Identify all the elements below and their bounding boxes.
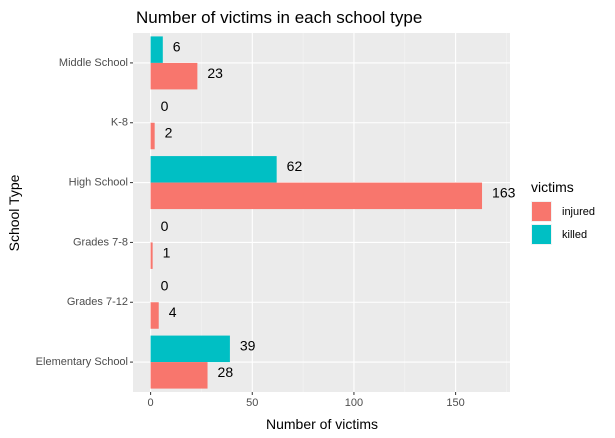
x-tick-label-100: 100 xyxy=(345,397,363,409)
bar-injured-grades-7-12 xyxy=(150,302,159,329)
y-axis-title: School Type xyxy=(6,174,22,251)
x-tick-label-150: 150 xyxy=(446,397,464,409)
bar-injured-elementary-school xyxy=(150,362,208,389)
bar-injured-grades-7-8 xyxy=(150,242,153,269)
data-label-killed-grades-7-8: 0 xyxy=(161,218,169,234)
data-label-killed-high-school: 62 xyxy=(287,158,303,174)
data-label-injured-grades-7-8: 1 xyxy=(163,244,171,260)
bar-killed-middle-school xyxy=(150,36,163,63)
x-tick-label-50: 50 xyxy=(246,397,258,409)
x-tick-label-0: 0 xyxy=(148,397,154,409)
data-label-injured-high-school: 163 xyxy=(492,185,516,201)
bar-injured-middle-school xyxy=(150,62,198,90)
bar-injured-k-8 xyxy=(150,122,155,150)
data-label-injured-grades-7-12: 4 xyxy=(169,304,177,320)
y-tick-label-elementary-school: Elementary School xyxy=(36,356,128,368)
data-label-injured-k-8: 2 xyxy=(165,125,173,141)
bar-killed-elementary-school xyxy=(150,335,230,363)
bar-killed-high-school xyxy=(150,156,277,183)
legend: victims injured killed xyxy=(531,179,595,245)
bar-injured-high-school xyxy=(150,182,483,210)
legend-title: victims xyxy=(531,179,574,195)
data-label-injured-elementary-school: 28 xyxy=(218,364,234,380)
data-label-killed-k-8: 0 xyxy=(161,98,169,114)
data-label-killed-grades-7-12: 0 xyxy=(161,278,169,294)
x-axis-title: Number of victims xyxy=(266,416,378,432)
data-label-killed-elementary-school: 39 xyxy=(240,338,256,354)
bars-group xyxy=(150,36,483,389)
y-tick-label-middle-school: Middle School xyxy=(59,57,128,69)
legend-swatch-killed xyxy=(532,225,551,244)
chart-title: Number of victims in each school type xyxy=(136,8,422,27)
legend-swatch-injured xyxy=(532,202,551,221)
legend-label-injured: injured xyxy=(562,206,595,218)
y-tick-label-grades-7-8: Grades 7-8 xyxy=(73,236,128,248)
data-label-injured-middle-school: 23 xyxy=(207,65,223,81)
y-axis: Middle School K-8 High School Grades 7-8 Gra… xyxy=(36,57,133,368)
x-axis: 0 50 100 150 xyxy=(148,392,465,409)
data-label-killed-middle-school: 6 xyxy=(173,38,181,54)
y-tick-label-grades-7-12: Grades 7-12 xyxy=(67,296,128,308)
y-tick-label-k-8: K-8 xyxy=(111,117,128,129)
plot-panel xyxy=(133,33,510,392)
y-tick-label-high-school: High School xyxy=(69,176,128,188)
legend-label-killed: killed xyxy=(562,229,587,241)
